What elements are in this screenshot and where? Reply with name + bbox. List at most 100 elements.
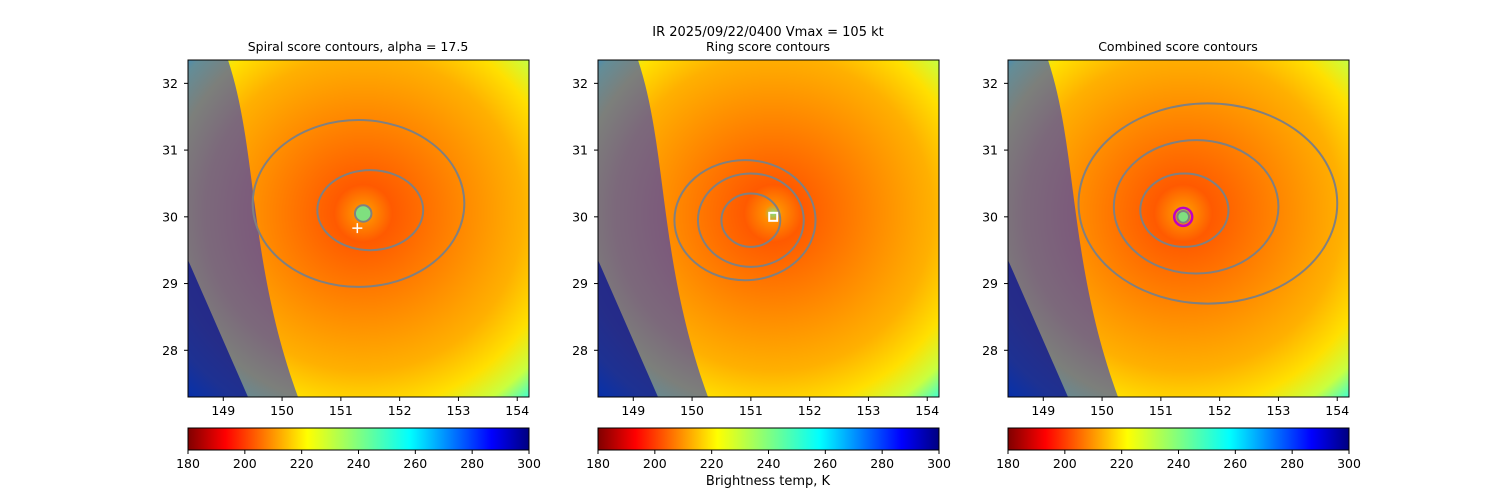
cold-cloud-band — [188, 260, 248, 397]
x-tick-label: 150 — [270, 403, 294, 418]
center-marker — [1172, 206, 1194, 228]
colorbar-tick-label: 200 — [233, 456, 257, 471]
y-tick-label: 29 — [162, 276, 178, 291]
x-tick-label: 152 — [1208, 403, 1232, 418]
score-contours — [1077, 102, 1339, 305]
colorbar-tick-label: 260 — [1223, 456, 1247, 471]
colorbar-tick-label: 260 — [813, 456, 837, 471]
y-tick-label: 28 — [162, 343, 178, 358]
colorbar-tick-label: 180 — [586, 456, 610, 471]
colorbar-tick-label: 260 — [403, 456, 427, 471]
colorbar-tick-label: 220 — [290, 456, 314, 471]
contour-line — [1112, 139, 1280, 275]
y-tick-label: 29 — [572, 276, 588, 291]
y-tick-label: 32 — [982, 76, 998, 91]
panel-title: Ring score contours — [706, 39, 830, 54]
x-tick-label: 151 — [1149, 403, 1173, 418]
colorbar: 180 200 220 240 260 280 300 — [586, 427, 951, 471]
panel-title: Spiral score contours, alpha = 17.5 — [248, 39, 469, 54]
center-marker — [768, 211, 779, 222]
x-tick-label: 152 — [798, 403, 822, 418]
panel-combined: Combined score contours 149 150 151 152 153 1… — [982, 39, 1361, 471]
y-tick-label: 32 — [572, 76, 588, 91]
eye-marker — [353, 204, 373, 223]
y-tick-label: 32 — [162, 76, 178, 91]
colorbar-tick-label: 280 — [870, 456, 894, 471]
colorbar-tick-label: 280 — [460, 456, 484, 471]
contour-line — [316, 169, 425, 252]
colorbar-tick-label: 300 — [517, 456, 541, 471]
colorbar-tick-label: 300 — [927, 456, 951, 471]
y-tick-label: 31 — [162, 143, 178, 158]
score-contours — [673, 159, 817, 282]
y-tick-label: 28 — [982, 343, 998, 358]
x-tick-label: 152 — [388, 403, 412, 418]
colorbar-tick-label: 220 — [1110, 456, 1134, 471]
brightness-field — [188, 60, 529, 397]
y-tick-label: 30 — [982, 209, 998, 224]
colorbar: 180 200 220 240 260 280 300 — [176, 427, 541, 471]
brightness-field — [598, 60, 939, 397]
colorbar-tick-label: 200 — [1053, 456, 1077, 471]
contour-line — [720, 192, 782, 248]
heatmap-plot: 149 150 151 152 153 154 28 29 30 31 32 — [572, 59, 940, 418]
heatmap-plot: 149 150 151 152 153 154 28 29 30 31 32 — [982, 59, 1350, 418]
colorbar-tick-label: 220 — [700, 456, 724, 471]
x-tick-label: 149 — [1031, 403, 1055, 418]
x-tick-label: 151 — [329, 403, 353, 418]
x-tick-label: 151 — [739, 403, 763, 418]
x-tick-label: 149 — [211, 403, 235, 418]
eye-marker — [1176, 209, 1191, 224]
x-tick-label: 149 — [621, 403, 645, 418]
y-tick-label: 30 — [162, 209, 178, 224]
colorbar-tick-label: 240 — [1167, 456, 1191, 471]
colorbar-tick-label: 200 — [643, 456, 667, 471]
cold-cloud-band — [188, 60, 298, 397]
cold-cloud-band — [1008, 60, 1118, 397]
contour-line — [673, 159, 817, 282]
axes-frame — [597, 59, 940, 398]
y-tick-label: 29 — [982, 276, 998, 291]
contour-line — [1077, 102, 1339, 305]
colorbar-tick-label: 280 — [1280, 456, 1304, 471]
y-tick-label: 31 — [572, 143, 588, 158]
colorbar-tick-label: 240 — [757, 456, 781, 471]
x-tick-label: 150 — [680, 403, 704, 418]
panel-spiral: Spiral score contours, alpha = 17.5 149 1… — [162, 39, 541, 471]
heatmap-plot: 149 150 151 152 153 154 28 29 30 31 32 — [162, 59, 530, 418]
panel-title: Combined score contours — [1098, 39, 1258, 54]
score-contours — [251, 119, 466, 288]
cold-cloud-band — [1008, 260, 1068, 397]
axes-frame — [187, 59, 530, 398]
cold-cloud-band — [598, 60, 708, 397]
contour-line — [696, 172, 805, 268]
x-tick-label: 154 — [505, 403, 529, 418]
colorbar-gradient — [1007, 427, 1350, 451]
panel-ring: Ring score contours 149 150 151 152 153 154 28… — [572, 39, 951, 471]
figure-suptitle: IR 2025/09/22/0400 Vmax = 105 kt — [652, 25, 883, 40]
center-marker — [352, 223, 363, 234]
contour-line — [251, 119, 466, 288]
colorbar-gradient — [187, 427, 530, 451]
colorbar-tick-label: 180 — [996, 456, 1020, 471]
cold-cloud-band — [598, 260, 658, 397]
colorbar-tick-label: 180 — [176, 456, 200, 471]
y-tick-label: 28 — [572, 343, 588, 358]
x-tick-label: 154 — [915, 403, 939, 418]
x-tick-label: 153 — [447, 403, 471, 418]
contour-line — [1139, 172, 1230, 248]
colorbar-tick-label: 240 — [347, 456, 371, 471]
colorbar-label: Brightness temp, K — [706, 474, 831, 489]
x-tick-label: 153 — [1267, 403, 1291, 418]
brightness-field — [1008, 60, 1349, 397]
colorbar: 180 200 220 240 260 280 300 — [996, 427, 1361, 471]
y-tick-label: 30 — [572, 209, 588, 224]
colorbar-gradient — [597, 427, 940, 451]
axes-frame — [1007, 59, 1350, 398]
x-tick-label: 154 — [1325, 403, 1349, 418]
y-tick-label: 31 — [982, 143, 998, 158]
colorbar-tick-label: 300 — [1337, 456, 1361, 471]
x-tick-label: 153 — [857, 403, 881, 418]
x-tick-label: 150 — [1090, 403, 1114, 418]
